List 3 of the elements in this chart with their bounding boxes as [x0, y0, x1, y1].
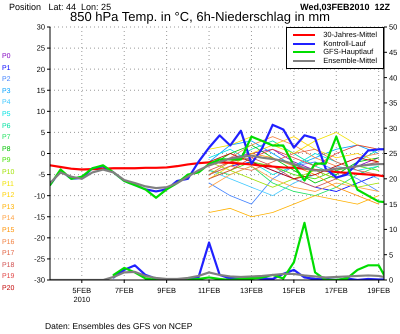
text: Daten: Ensembles des GFS von NCEP — [45, 321, 192, 331]
text: Position Lat: 44 Lon: 25 — [9, 2, 112, 12]
text: Wed,03FEB2010 12Z — [300, 2, 390, 12]
